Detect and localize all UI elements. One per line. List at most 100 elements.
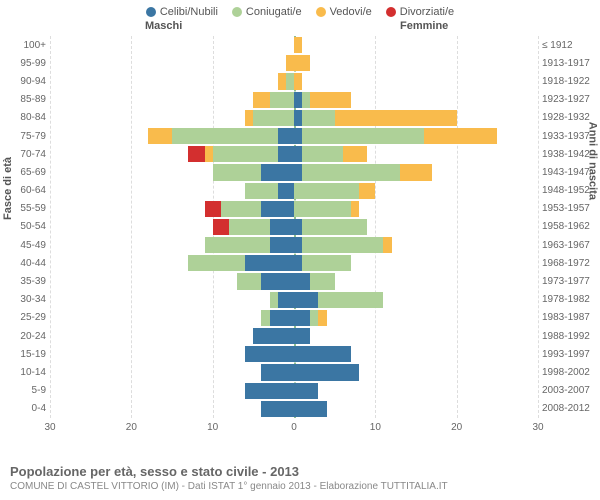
- age-label: 80-84: [2, 112, 46, 123]
- bar-segment: [294, 183, 359, 199]
- age-label: 95-99: [2, 58, 46, 69]
- bar-segment: [261, 164, 294, 180]
- bar-segment: [383, 237, 391, 253]
- pyramid-row: 30-341978-1982: [50, 291, 538, 309]
- bar-segment: [213, 146, 278, 162]
- bar-segment: [213, 164, 262, 180]
- pyramid-row: 60-641948-1952: [50, 182, 538, 200]
- bar-group: [50, 328, 538, 344]
- male-bars: [50, 201, 294, 217]
- bar-segment: [310, 273, 334, 289]
- x-tick-label: 30: [532, 422, 543, 433]
- legend-label: Vedovi/e: [330, 6, 372, 18]
- age-label: 70-74: [2, 149, 46, 160]
- female-bars: [294, 292, 538, 308]
- x-axis-ticks: 3020100102030: [50, 420, 538, 440]
- male-bars: [50, 237, 294, 253]
- birth-year-label: 1983-1987: [542, 312, 600, 323]
- female-bars: [294, 110, 538, 126]
- bar-segment: [302, 237, 383, 253]
- bar-group: [50, 255, 538, 271]
- female-bars: [294, 310, 538, 326]
- bar-segment: [294, 110, 302, 126]
- age-label: 50-54: [2, 221, 46, 232]
- male-bars: [50, 219, 294, 235]
- pyramid-row: 85-891923-1927: [50, 91, 538, 109]
- grid-line: [538, 36, 539, 418]
- age-label: 20-24: [2, 331, 46, 342]
- birth-year-label: 1963-1967: [542, 240, 600, 251]
- bar-group: [50, 73, 538, 89]
- bar-group: [50, 383, 538, 399]
- pyramid-row: 35-391973-1977: [50, 272, 538, 290]
- age-label: 35-39: [2, 276, 46, 287]
- pyramid-row: 100+≤ 1912: [50, 36, 538, 54]
- legend-label: Celibi/Nubili: [160, 6, 218, 18]
- male-bars: [50, 273, 294, 289]
- age-label: 55-59: [2, 203, 46, 214]
- legend-item: Celibi/Nubili: [146, 6, 218, 18]
- bar-segment: [294, 237, 302, 253]
- bar-group: [50, 401, 538, 417]
- pyramid-row: 45-491963-1967: [50, 236, 538, 254]
- female-bars: [294, 237, 538, 253]
- bar-segment: [351, 201, 359, 217]
- birth-year-label: ≤ 1912: [542, 40, 600, 51]
- male-bars: [50, 128, 294, 144]
- bar-group: [50, 183, 538, 199]
- birth-year-label: 1968-1972: [542, 258, 600, 269]
- birth-year-label: 1928-1932: [542, 112, 600, 123]
- bar-segment: [221, 201, 262, 217]
- female-bars: [294, 55, 538, 71]
- female-bars: [294, 383, 538, 399]
- pyramid-row: 80-841928-1932: [50, 109, 538, 127]
- bar-segment: [294, 37, 302, 53]
- male-bars: [50, 292, 294, 308]
- bar-group: [50, 292, 538, 308]
- legend: Celibi/NubiliConiugati/eVedovi/eDivorzia…: [0, 0, 600, 20]
- bar-segment: [294, 346, 351, 362]
- legend-swatch: [146, 7, 156, 17]
- bar-segment: [148, 128, 172, 144]
- bar-segment: [261, 201, 294, 217]
- bar-segment: [270, 219, 294, 235]
- bar-group: [50, 128, 538, 144]
- birth-year-label: 1953-1957: [542, 203, 600, 214]
- bar-group: [50, 37, 538, 53]
- legend-label: Divorziati/e: [400, 6, 454, 18]
- age-label: 45-49: [2, 240, 46, 251]
- bar-segment: [245, 383, 294, 399]
- bar-segment: [294, 73, 302, 89]
- label-male: Maschi: [145, 20, 182, 32]
- male-bars: [50, 73, 294, 89]
- bar-segment: [318, 292, 383, 308]
- male-bars: [50, 346, 294, 362]
- bar-segment: [302, 219, 367, 235]
- bar-segment: [343, 146, 367, 162]
- bar-segment: [294, 383, 318, 399]
- bar-segment: [302, 128, 424, 144]
- pyramid-row: 25-291983-1987: [50, 309, 538, 327]
- legend-swatch: [316, 7, 326, 17]
- x-tick-label: 30: [44, 422, 55, 433]
- bar-group: [50, 110, 538, 126]
- female-bars: [294, 164, 538, 180]
- birth-year-label: 1913-1917: [542, 58, 600, 69]
- age-label: 65-69: [2, 167, 46, 178]
- pyramid-row: 95-991913-1917: [50, 54, 538, 72]
- bar-segment: [310, 310, 318, 326]
- birth-year-label: 1988-1992: [542, 331, 600, 342]
- bar-segment: [278, 183, 294, 199]
- bar-segment: [294, 310, 310, 326]
- legend-item: Divorziati/e: [386, 6, 454, 18]
- bar-segment: [278, 292, 294, 308]
- birth-year-label: 2003-2007: [542, 385, 600, 396]
- birth-year-label: 1923-1927: [542, 94, 600, 105]
- bar-group: [50, 346, 538, 362]
- bar-segment: [172, 128, 278, 144]
- birth-year-label: 1973-1977: [542, 276, 600, 287]
- birth-year-label: 1958-1962: [542, 221, 600, 232]
- pyramid-row: 50-541958-1962: [50, 218, 538, 236]
- male-bars: [50, 37, 294, 53]
- age-label: 30-34: [2, 294, 46, 305]
